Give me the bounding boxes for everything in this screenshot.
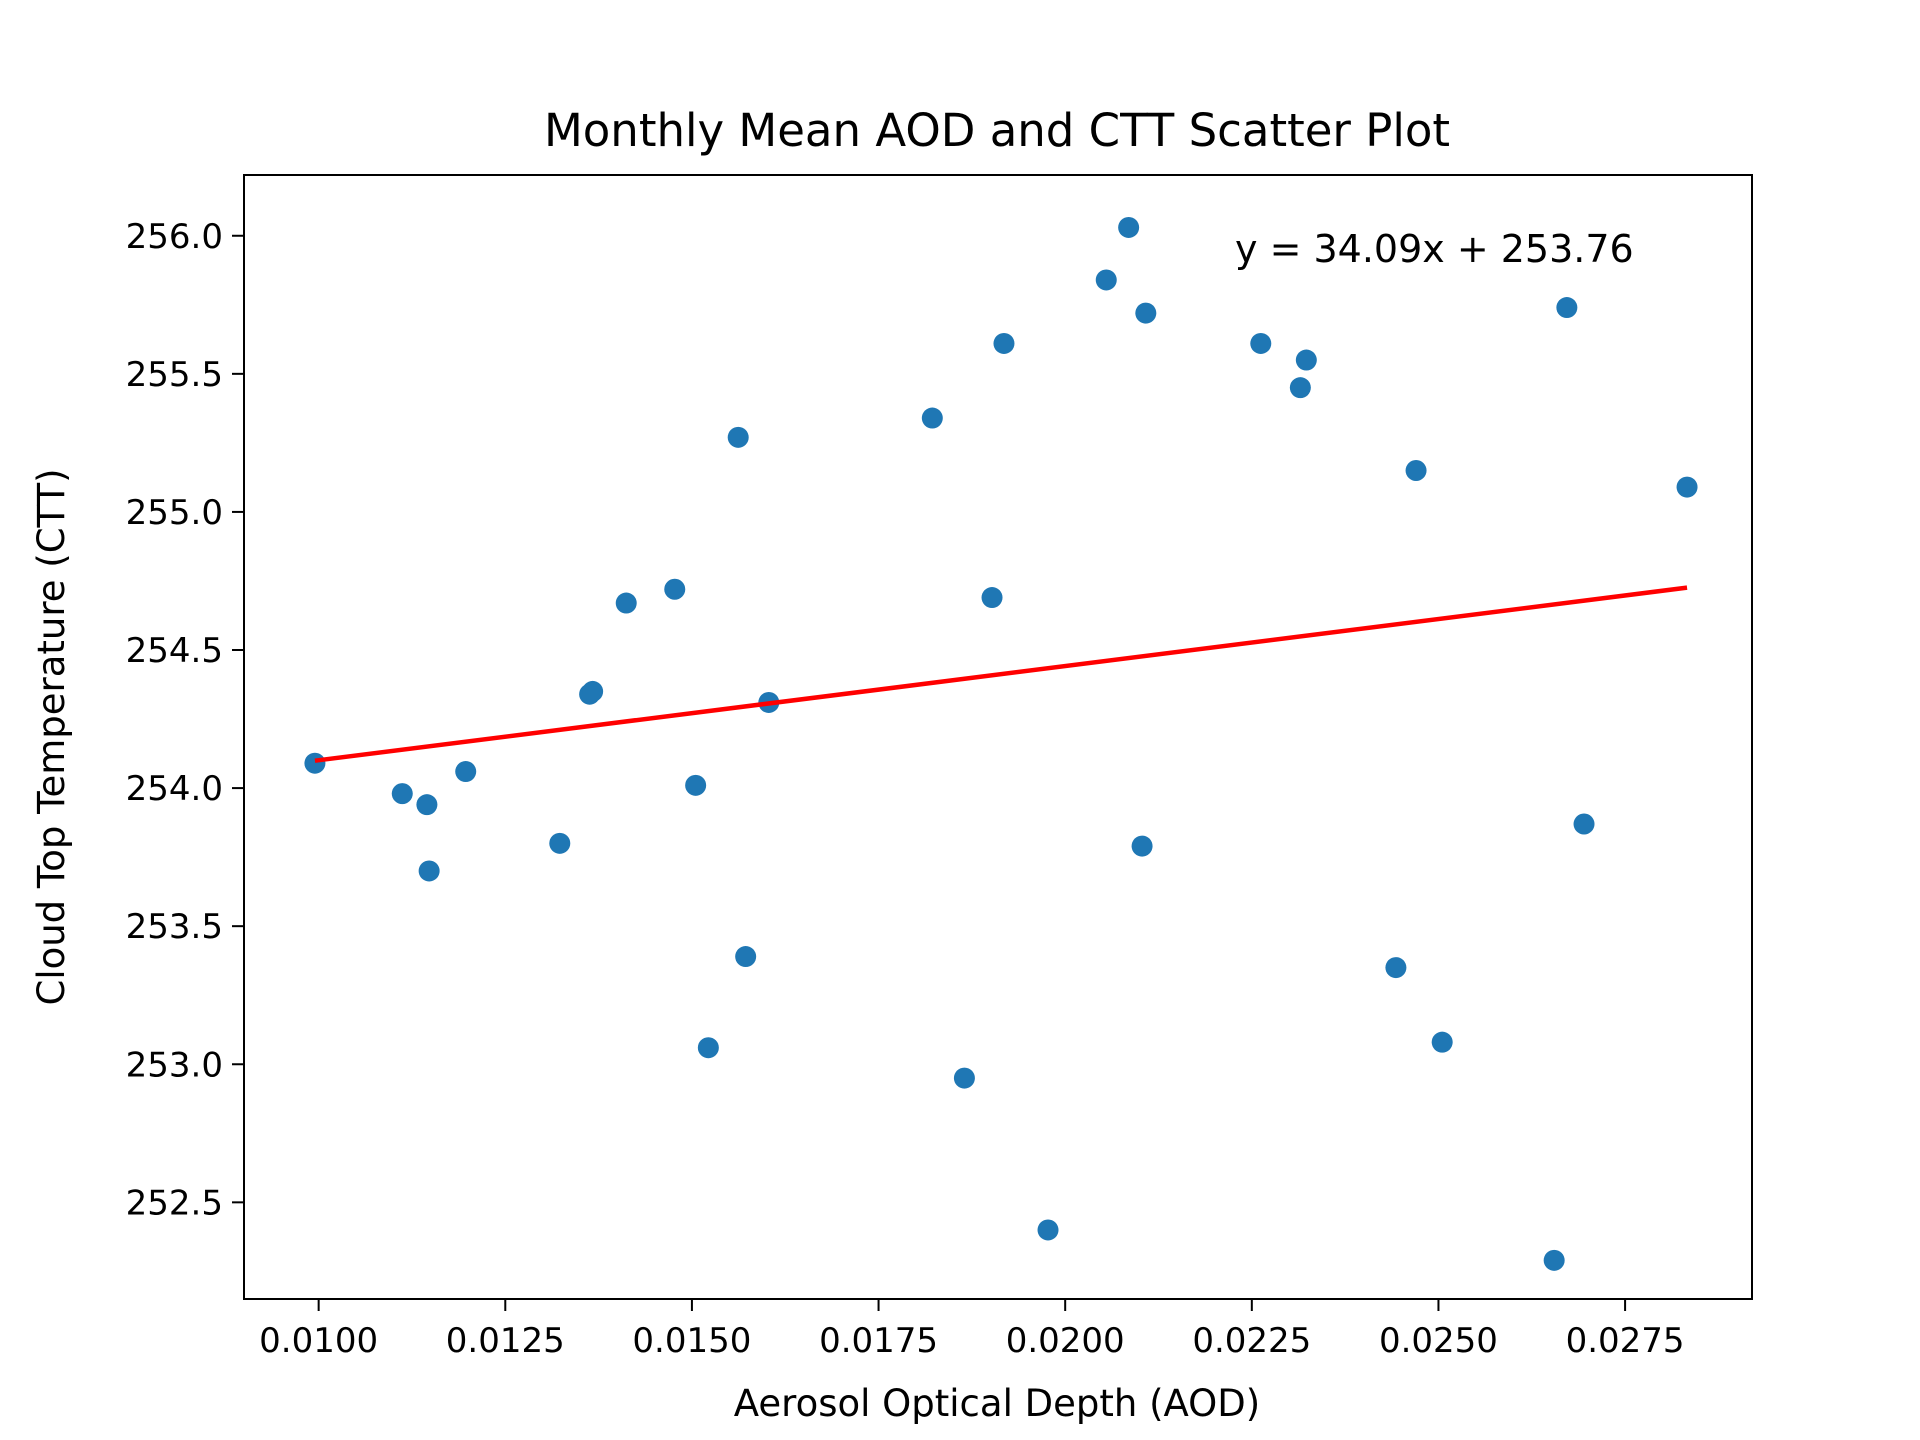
y-tick-label: 253.0 bbox=[126, 1045, 223, 1085]
regression-equation: y = 34.09x + 253.76 bbox=[1235, 227, 1634, 271]
chart-title: Monthly Mean AOD and CTT Scatter Plot bbox=[544, 104, 1450, 157]
data-point-4 bbox=[455, 761, 477, 783]
y-tick-label: 255.0 bbox=[126, 493, 223, 533]
y-axis: 252.5 253.0 253.5 254.0 254.5 255.0 255.5 256.0 bbox=[126, 217, 244, 1223]
data-point-20 bbox=[1095, 269, 1117, 291]
data-point-7 bbox=[582, 680, 604, 702]
data-point-16 bbox=[953, 1067, 975, 1089]
y-tick-label: 256.0 bbox=[126, 217, 223, 257]
data-point-17 bbox=[981, 587, 1003, 609]
x-axis-label: Aerosol Optical Depth (AOD) bbox=[734, 1382, 1260, 1425]
data-point-24 bbox=[1250, 332, 1272, 354]
y-tick-label: 252.5 bbox=[126, 1183, 223, 1223]
data-point-2 bbox=[416, 794, 438, 816]
data-point-10 bbox=[685, 774, 707, 796]
plot-area-frame bbox=[243, 174, 1753, 1300]
x-tick-label: 0.0200 bbox=[1006, 1321, 1125, 1361]
x-axis: 0.0100 0.0125 0.0150 0.0175 0.0200 0.0225 0.02… bbox=[259, 1299, 1685, 1361]
data-point-32 bbox=[1573, 813, 1595, 835]
data-point-8 bbox=[615, 592, 637, 614]
data-point-25 bbox=[1289, 377, 1311, 399]
data-point-28 bbox=[1405, 459, 1427, 481]
data-point-0 bbox=[304, 752, 326, 774]
x-tick-label: 0.0250 bbox=[1379, 1321, 1498, 1361]
data-point-18 bbox=[993, 332, 1015, 354]
data-point-21 bbox=[1118, 216, 1140, 238]
data-point-3 bbox=[418, 860, 440, 882]
x-tick-label: 0.0150 bbox=[632, 1321, 751, 1361]
data-point-33 bbox=[1676, 476, 1698, 498]
data-point-11 bbox=[697, 1037, 719, 1059]
regression-line bbox=[314, 585, 1688, 763]
x-tick-label: 0.0175 bbox=[819, 1321, 938, 1361]
data-point-12 bbox=[727, 426, 749, 448]
data-point-15 bbox=[921, 407, 943, 429]
y-tick-label: 254.0 bbox=[126, 769, 223, 809]
data-point-26 bbox=[1295, 349, 1317, 371]
data-point-29 bbox=[1431, 1031, 1453, 1053]
data-point-9 bbox=[664, 578, 686, 600]
y-tick-label: 253.5 bbox=[126, 907, 223, 947]
data-point-22 bbox=[1131, 835, 1153, 857]
data-point-5 bbox=[549, 832, 571, 854]
y-tick-label: 254.5 bbox=[126, 631, 223, 671]
x-tick-label: 0.0100 bbox=[259, 1321, 378, 1361]
x-tick-label: 0.0225 bbox=[1192, 1321, 1311, 1361]
data-point-13 bbox=[735, 946, 757, 968]
data-point-27 bbox=[1385, 957, 1407, 979]
x-tick-label: 0.0275 bbox=[1566, 1321, 1685, 1361]
data-point-19 bbox=[1037, 1219, 1059, 1241]
y-axis-label: Cloud Top Temperature (CTT) bbox=[30, 468, 73, 1005]
x-tick-label: 0.0125 bbox=[446, 1321, 565, 1361]
data-point-31 bbox=[1556, 297, 1578, 319]
y-tick-label: 255.5 bbox=[126, 355, 223, 395]
data-point-23 bbox=[1135, 302, 1157, 324]
data-point-30 bbox=[1543, 1249, 1565, 1271]
data-point-1 bbox=[391, 783, 413, 805]
